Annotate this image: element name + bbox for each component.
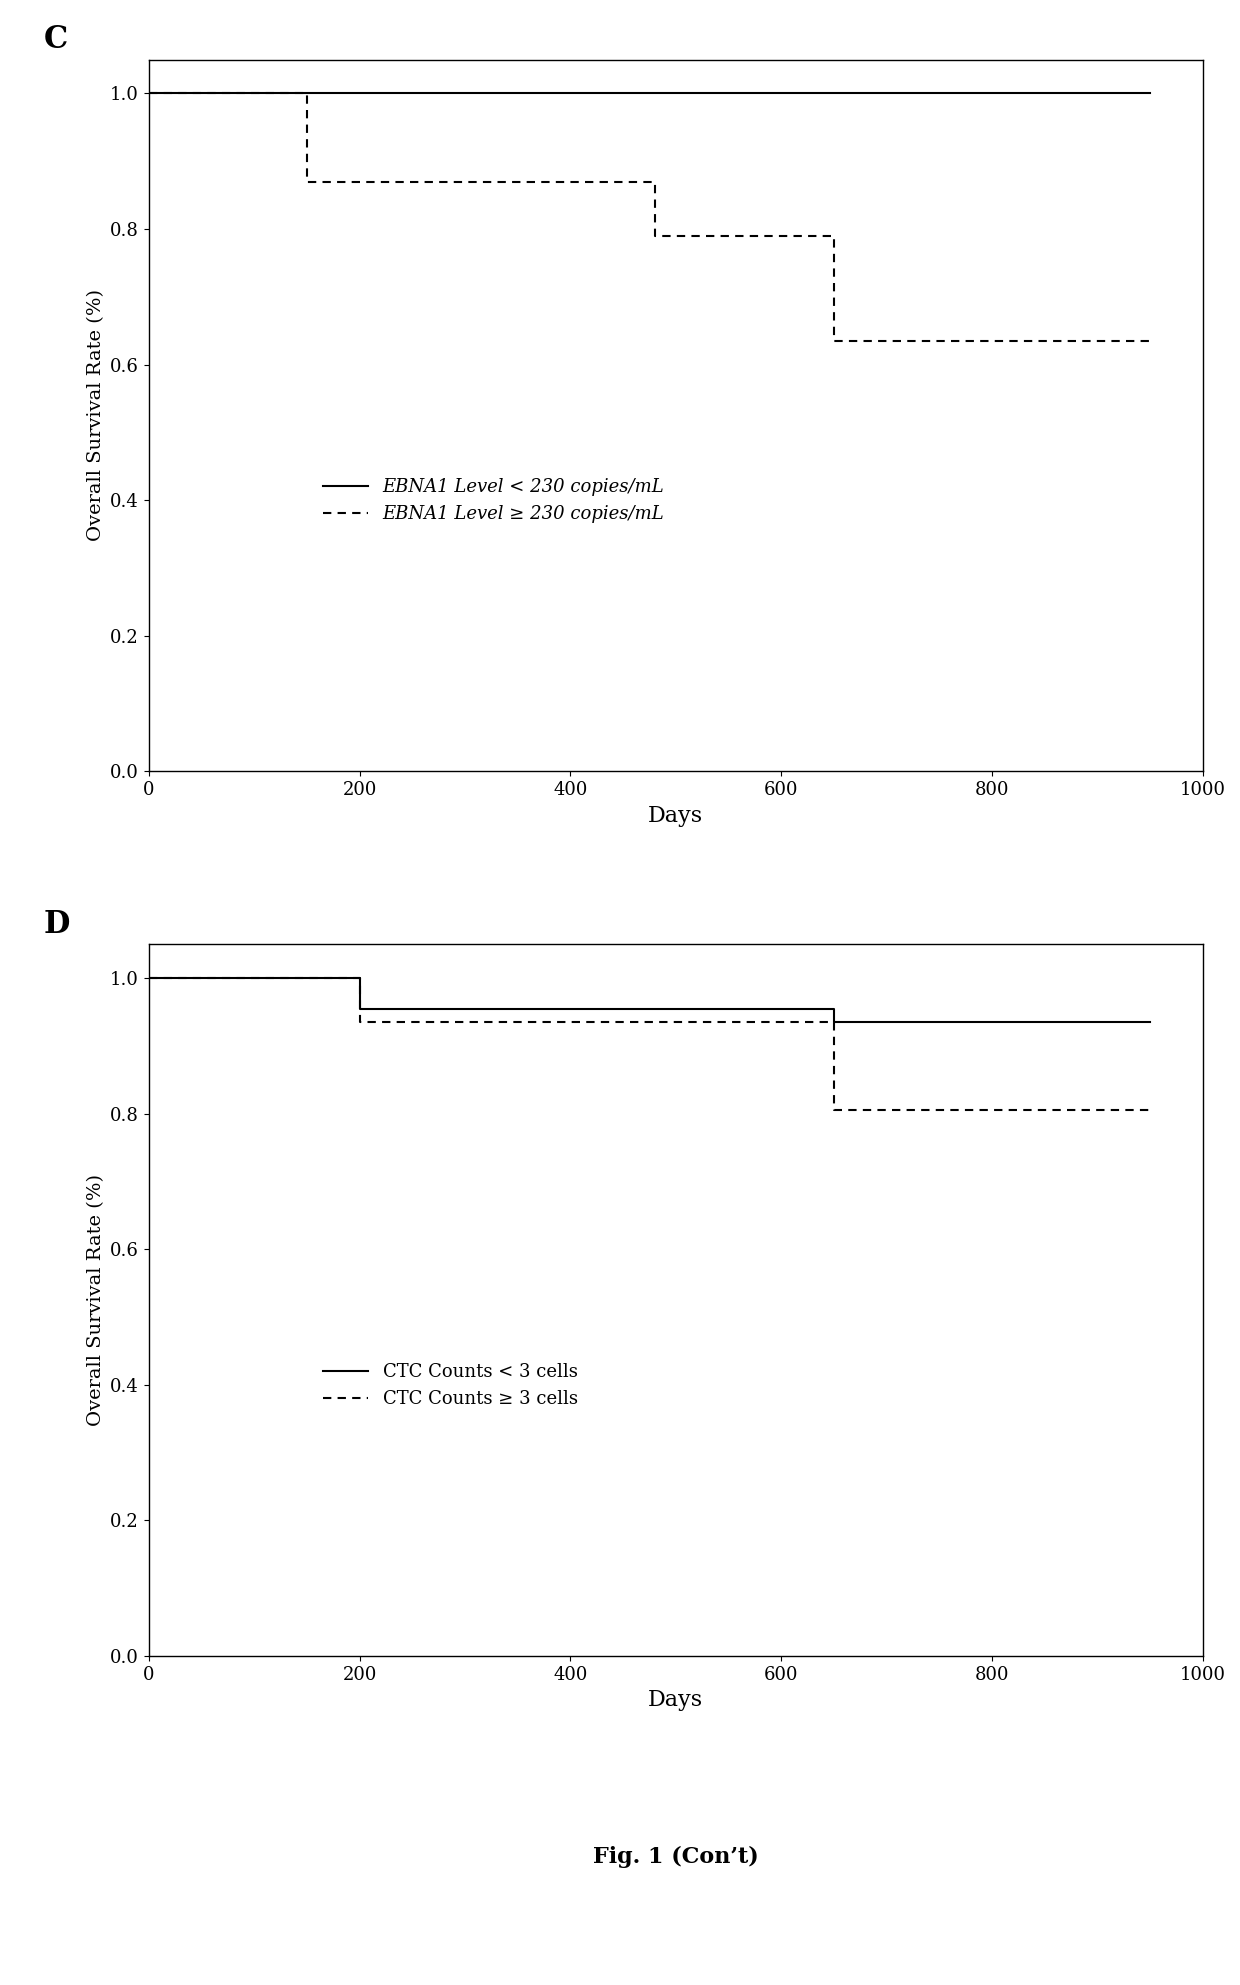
Legend: CTC Counts < 3 cells, CTC Counts ≥ 3 cells: CTC Counts < 3 cells, CTC Counts ≥ 3 cel… bbox=[316, 1356, 585, 1415]
X-axis label: Days: Days bbox=[649, 804, 703, 826]
Y-axis label: Overall Survival Rate (%): Overall Survival Rate (%) bbox=[87, 1173, 104, 1425]
Text: Fig. 1 (Con’t): Fig. 1 (Con’t) bbox=[593, 1846, 759, 1868]
Legend: EBNA1 Level < 230 copies/mL, EBNA1 Level ≥ 230 copies/mL: EBNA1 Level < 230 copies/mL, EBNA1 Level… bbox=[316, 470, 672, 530]
Text: C: C bbox=[43, 24, 68, 56]
Y-axis label: Overall Survival Rate (%): Overall Survival Rate (%) bbox=[87, 290, 104, 542]
Text: D: D bbox=[43, 909, 69, 939]
X-axis label: Days: Days bbox=[649, 1689, 703, 1711]
